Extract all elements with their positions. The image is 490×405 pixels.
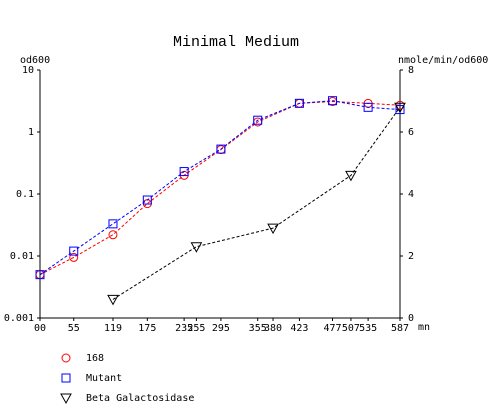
data-point — [35, 270, 45, 280]
x-tick-label: 235 — [175, 323, 193, 334]
x-tick-label: 119 — [104, 323, 122, 334]
legend-marker — [60, 393, 72, 405]
x-tick-label: 587 — [391, 323, 409, 334]
data-point — [394, 102, 406, 114]
y2-tick-label: 6 — [408, 127, 414, 138]
data-point — [345, 170, 357, 182]
x-tick-label: 255 — [187, 323, 205, 334]
data-point — [253, 115, 263, 125]
x-tick-label: 355 — [249, 323, 267, 334]
y2-tick-label: 8 — [408, 65, 414, 76]
data-point — [108, 230, 118, 240]
series-line — [39, 101, 401, 276]
y-tick-label: 0.001 — [4, 313, 34, 324]
x-tick-label: 00 — [34, 323, 46, 334]
x-tick-label: 535 — [359, 323, 377, 334]
data-point — [363, 102, 373, 112]
y-tick-label: 0.1 — [16, 189, 34, 200]
legend-label: Beta Galactosidase — [86, 393, 194, 404]
x-tick-label: 380 — [264, 323, 282, 334]
y2-tick-label: 4 — [408, 189, 414, 200]
data-point — [142, 195, 152, 205]
x-tick-label: 477 — [324, 323, 342, 334]
y-axis-title: od600 — [20, 55, 50, 66]
series-line — [112, 106, 401, 300]
y-tick-label: 1 — [28, 127, 34, 138]
y2-tick-label: 2 — [408, 251, 414, 262]
legend-marker — [61, 353, 71, 363]
data-point — [107, 294, 119, 306]
x-tick-label: 507 — [342, 323, 360, 334]
data-point — [69, 252, 79, 262]
data-point — [69, 246, 79, 256]
data-point — [108, 219, 118, 229]
legend-label: 168 — [86, 353, 104, 364]
y-tick-label: 0.01 — [10, 251, 34, 262]
y2-axis-title: nmole/min/od600 — [398, 55, 488, 66]
y-tick-label: 10 — [22, 65, 34, 76]
x-tick-label: 55 — [68, 323, 80, 334]
data-point — [179, 167, 189, 177]
x-tick-label: 423 — [290, 323, 308, 334]
legend-marker — [61, 373, 71, 383]
chart-title: Minimal Medium — [173, 34, 299, 51]
data-point — [190, 242, 203, 253]
x-tick-label: 295 — [212, 323, 230, 334]
data-point — [294, 98, 304, 108]
series-line — [39, 100, 401, 276]
data-point — [267, 223, 279, 235]
x-axis-title: mn — [418, 322, 430, 333]
x-tick-label: 175 — [138, 323, 156, 334]
y2-tick-label: 0 — [408, 313, 414, 324]
data-point — [395, 105, 405, 115]
legend-label: Mutant — [86, 373, 122, 384]
data-point — [216, 144, 226, 154]
data-point — [328, 96, 338, 106]
